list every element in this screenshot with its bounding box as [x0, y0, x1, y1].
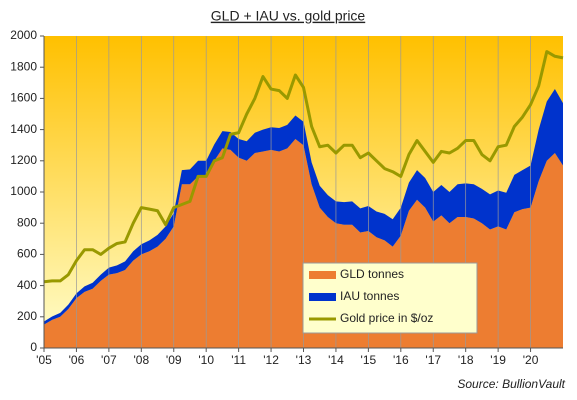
y-tick-label: 1400: [10, 122, 37, 136]
x-tick-label: '14: [328, 353, 344, 367]
y-tick-label: 1600: [10, 91, 37, 105]
legend-swatch: [309, 271, 336, 279]
x-tick-label: '18: [458, 353, 474, 367]
y-tick-label: 2000: [10, 28, 37, 42]
x-tick-label: '12: [263, 353, 279, 367]
x-tick-label: '10: [198, 353, 214, 367]
y-tick-label: 1200: [10, 153, 37, 167]
price-line: [43, 50, 564, 284]
x-tick-label: '05: [36, 353, 52, 367]
legend-label: Gold price in $/oz: [340, 311, 433, 325]
source: Source: BullionVault: [457, 377, 565, 391]
x-tick-label: '19: [490, 353, 506, 367]
y-tick-label: 1800: [10, 59, 37, 73]
x-tick-label: '11: [231, 353, 246, 367]
x-tick-label: '13: [296, 353, 312, 367]
legend-label: IAU tonnes: [340, 289, 399, 303]
x-tick-label: '06: [69, 353, 85, 367]
y-tick-label: 800: [17, 215, 37, 229]
x-tick-label: '17: [425, 353, 441, 367]
legend-label: GLD tonnes: [340, 267, 404, 281]
y-tick-label: 400: [17, 278, 37, 292]
y-tick-label: 0: [30, 340, 37, 354]
x-tick-label: '08: [133, 353, 149, 367]
x-tick-label: '20: [523, 353, 539, 367]
y-tick-label: 200: [17, 309, 37, 323]
y-tick-label: 1000: [10, 184, 37, 198]
y-tick-label: 600: [17, 247, 37, 261]
x-tick-label: '09: [166, 353, 182, 367]
x-tick-label: '15: [361, 353, 377, 367]
x-tick-label: '16: [393, 353, 409, 367]
x-tick-label: '07: [101, 353, 117, 367]
legend-swatch: [309, 293, 336, 301]
chart-title: GLD + IAU vs. gold price: [211, 8, 366, 24]
